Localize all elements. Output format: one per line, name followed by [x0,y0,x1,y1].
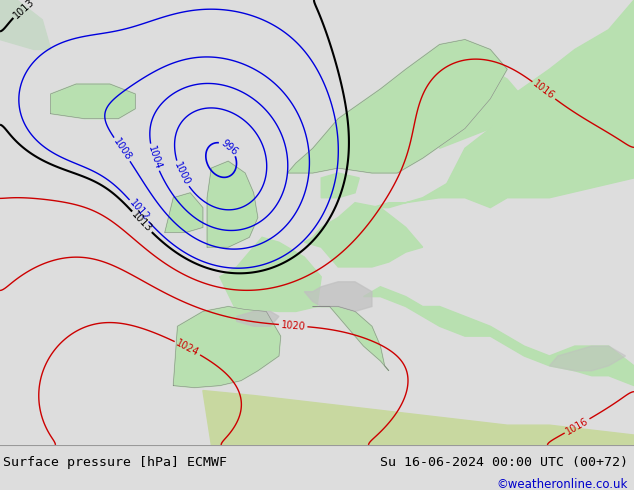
Text: 1024: 1024 [174,338,201,358]
Polygon shape [287,40,507,173]
Text: 1013: 1013 [130,210,154,234]
Polygon shape [165,193,203,232]
Text: 1020: 1020 [280,319,306,332]
Text: ©weatheronline.co.uk: ©weatheronline.co.uk [496,478,628,490]
Polygon shape [236,312,279,326]
Polygon shape [321,173,359,198]
Text: 1008: 1008 [111,137,133,162]
Polygon shape [220,237,321,312]
Text: 1000: 1000 [172,161,191,187]
Polygon shape [203,391,634,445]
Polygon shape [0,0,51,49]
Polygon shape [550,346,626,371]
Text: 1013: 1013 [11,0,36,20]
Polygon shape [439,0,634,208]
Polygon shape [372,168,490,208]
Text: 1012: 1012 [127,198,151,223]
Polygon shape [313,307,389,371]
Text: 996: 996 [219,138,239,157]
Text: 1016: 1016 [531,79,557,102]
Polygon shape [173,307,281,388]
Polygon shape [304,282,372,312]
Text: 1016: 1016 [564,416,590,437]
Polygon shape [207,161,258,247]
Polygon shape [363,287,634,386]
Polygon shape [304,203,423,267]
Text: 1004: 1004 [146,144,163,171]
Polygon shape [51,84,135,119]
Polygon shape [439,69,524,148]
Text: Surface pressure [hPa] ECMWF: Surface pressure [hPa] ECMWF [3,457,227,469]
Text: Su 16-06-2024 00:00 UTC (00+72): Su 16-06-2024 00:00 UTC (00+72) [380,457,628,469]
